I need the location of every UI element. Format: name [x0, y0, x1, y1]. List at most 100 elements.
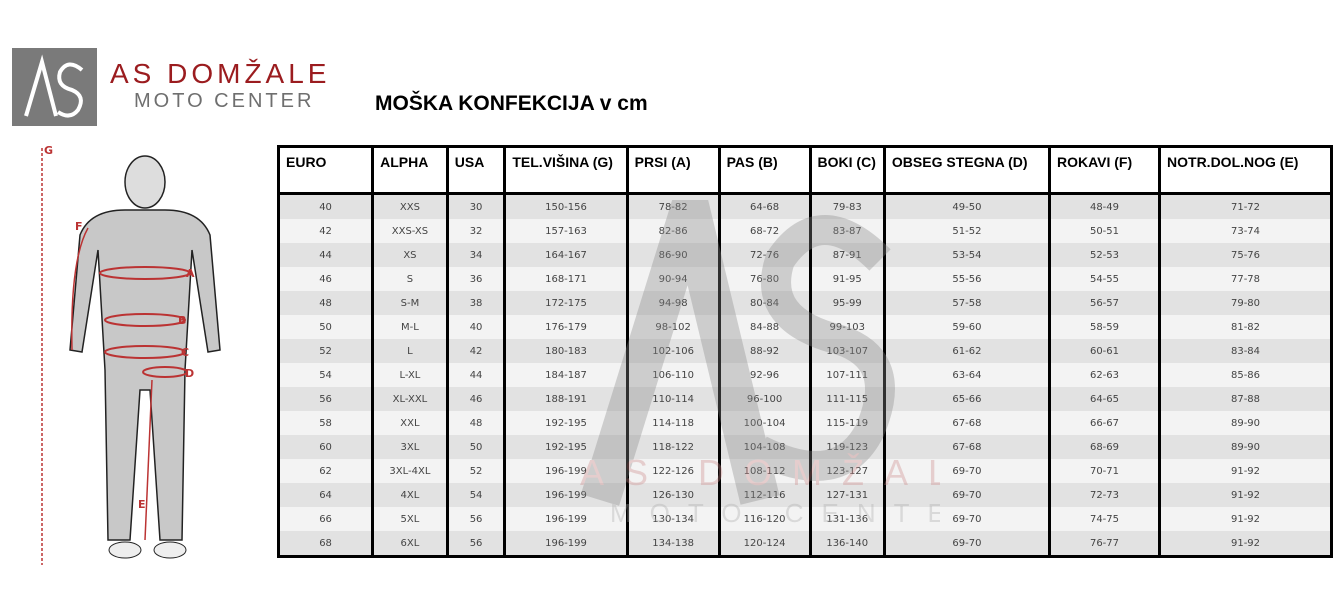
table-cell: 50: [445, 435, 507, 459]
table-row: 42 XXS-XS 32 157-163 82-86 68-72 83-87 51-52 50-…: [276, 219, 1333, 243]
column-header: USA: [445, 145, 507, 195]
table-cell: 59-60: [882, 315, 1051, 339]
table-cell: 116-120: [717, 507, 812, 531]
table-cell: 64-68: [717, 193, 812, 219]
table-cell: 103-107: [808, 339, 886, 363]
table-cell: 49-50: [882, 193, 1051, 219]
table-cell: 110-114: [625, 387, 721, 411]
page-title: MOŠKA KONFEKCIJA v cm: [375, 92, 648, 115]
table-cell: 69-70: [882, 483, 1051, 507]
table-cell: 90-94: [625, 267, 721, 291]
table-cell: 78-82: [625, 193, 721, 219]
table-row: 48 S-M 38 172-175 94-98 80-84 95-99 57-58 56-57 7…: [276, 291, 1333, 315]
table-cell: 57-58: [882, 291, 1051, 315]
label-a: A: [186, 267, 195, 280]
table-cell: 84-88: [717, 315, 812, 339]
table-row: 52 L 42 180-183 102-106 88-92 103-107 61-62 60-6…: [276, 339, 1333, 363]
table-cell: 115-119: [808, 411, 886, 435]
table-cell: 65-66: [882, 387, 1051, 411]
table-cell: 130-134: [625, 507, 721, 531]
table-cell: 69-70: [882, 459, 1051, 483]
table-cell: S: [371, 267, 449, 291]
table-cell: 46: [445, 387, 507, 411]
table-cell: 79-80: [1158, 291, 1333, 315]
table-cell: 114-118: [625, 411, 721, 435]
table-cell: 36: [445, 267, 507, 291]
table-row: 60 3XL 50 192-195 118-122 104-108 119-123 67-68…: [276, 435, 1333, 459]
table-cell: 30: [445, 193, 507, 219]
table-cell: 100-104: [717, 411, 812, 435]
table-cell: 74-75: [1047, 507, 1162, 531]
table-cell: 52-53: [1047, 243, 1162, 267]
table-cell: 42: [445, 339, 507, 363]
table-cell: XXS-XS: [371, 219, 449, 243]
table-cell: 127-131: [808, 483, 886, 507]
table-cell: 111-115: [808, 387, 886, 411]
table-cell: 108-112: [717, 459, 812, 483]
table-cell: 83-87: [808, 219, 886, 243]
brand-subtitle: MOTO CENTER: [134, 90, 315, 112]
table-cell: 122-126: [625, 459, 721, 483]
table-cell: 66-67: [1047, 411, 1162, 435]
table-cell: 85-86: [1158, 363, 1333, 387]
table-cell: 42: [276, 219, 375, 243]
table-cell: 68: [276, 531, 375, 557]
table-cell: 53-54: [882, 243, 1051, 267]
table-cell: 48: [445, 411, 507, 435]
table-cell: 58-59: [1047, 315, 1162, 339]
table-cell: 150-156: [503, 193, 629, 219]
table-cell: 4XL: [371, 483, 449, 507]
table-cell: 180-183: [503, 339, 629, 363]
body-measurement-figure: G F A B C D E: [41, 144, 221, 565]
table-cell: 94-98: [625, 291, 721, 315]
table-cell: 3XL: [371, 435, 449, 459]
table-cell: 62-63: [1047, 363, 1162, 387]
table-cell: XXL: [371, 411, 449, 435]
table-row: 46 S 36 168-171 90-94 76-80 91-95 55-56 54-55 77-…: [276, 267, 1333, 291]
table-cell: 120-124: [717, 531, 812, 557]
table-cell: 168-171: [503, 267, 629, 291]
table-row: 44 XS 34 164-167 86-90 72-76 87-91 53-54 52-53 75…: [276, 243, 1333, 267]
table-cell: 75-76: [1158, 243, 1333, 267]
table-cell: 73-74: [1158, 219, 1333, 243]
table-cell: 76-80: [717, 267, 812, 291]
table-cell: XS: [371, 243, 449, 267]
table-cell: XL-XXL: [371, 387, 449, 411]
table-cell: 64-65: [1047, 387, 1162, 411]
table-cell: 157-163: [503, 219, 629, 243]
table-cell: 62: [276, 459, 375, 483]
table-cell: 61-62: [882, 339, 1051, 363]
column-header: PRSI (A): [625, 145, 721, 195]
table-cell: 46: [276, 267, 375, 291]
table-cell: 67-68: [882, 411, 1051, 435]
column-header: OBSEG STEGNA (D): [882, 145, 1051, 195]
as-logo-icon: [24, 54, 84, 118]
table-cell: 77-78: [1158, 267, 1333, 291]
table-cell: 63-64: [882, 363, 1051, 387]
table-cell: 72-76: [717, 243, 812, 267]
label-b: B: [178, 314, 186, 327]
table-cell: 50-51: [1047, 219, 1162, 243]
table-cell: 58: [276, 411, 375, 435]
table-cell: 91-92: [1158, 459, 1333, 483]
table-cell: 69-70: [882, 507, 1051, 531]
table-cell: 184-187: [503, 363, 629, 387]
table-cell: 112-116: [717, 483, 812, 507]
table-cell: 192-195: [503, 411, 629, 435]
table-cell: 99-103: [808, 315, 886, 339]
table-cell: 38: [445, 291, 507, 315]
table-cell: 68-69: [1047, 435, 1162, 459]
table-cell: 66: [276, 507, 375, 531]
table-cell: 50: [276, 315, 375, 339]
table-cell: 69-70: [882, 531, 1051, 557]
table-cell: 172-175: [503, 291, 629, 315]
brand-name: AS DOMŽALE: [110, 58, 331, 89]
table-cell: 164-167: [503, 243, 629, 267]
table-cell: 106-110: [625, 363, 721, 387]
table-cell: 91-95: [808, 267, 886, 291]
table-cell: 51-52: [882, 219, 1051, 243]
table-cell: 136-140: [808, 531, 886, 557]
table-cell: 71-72: [1158, 193, 1333, 219]
table-cell: 72-73: [1047, 483, 1162, 507]
label-g: G: [44, 144, 53, 157]
